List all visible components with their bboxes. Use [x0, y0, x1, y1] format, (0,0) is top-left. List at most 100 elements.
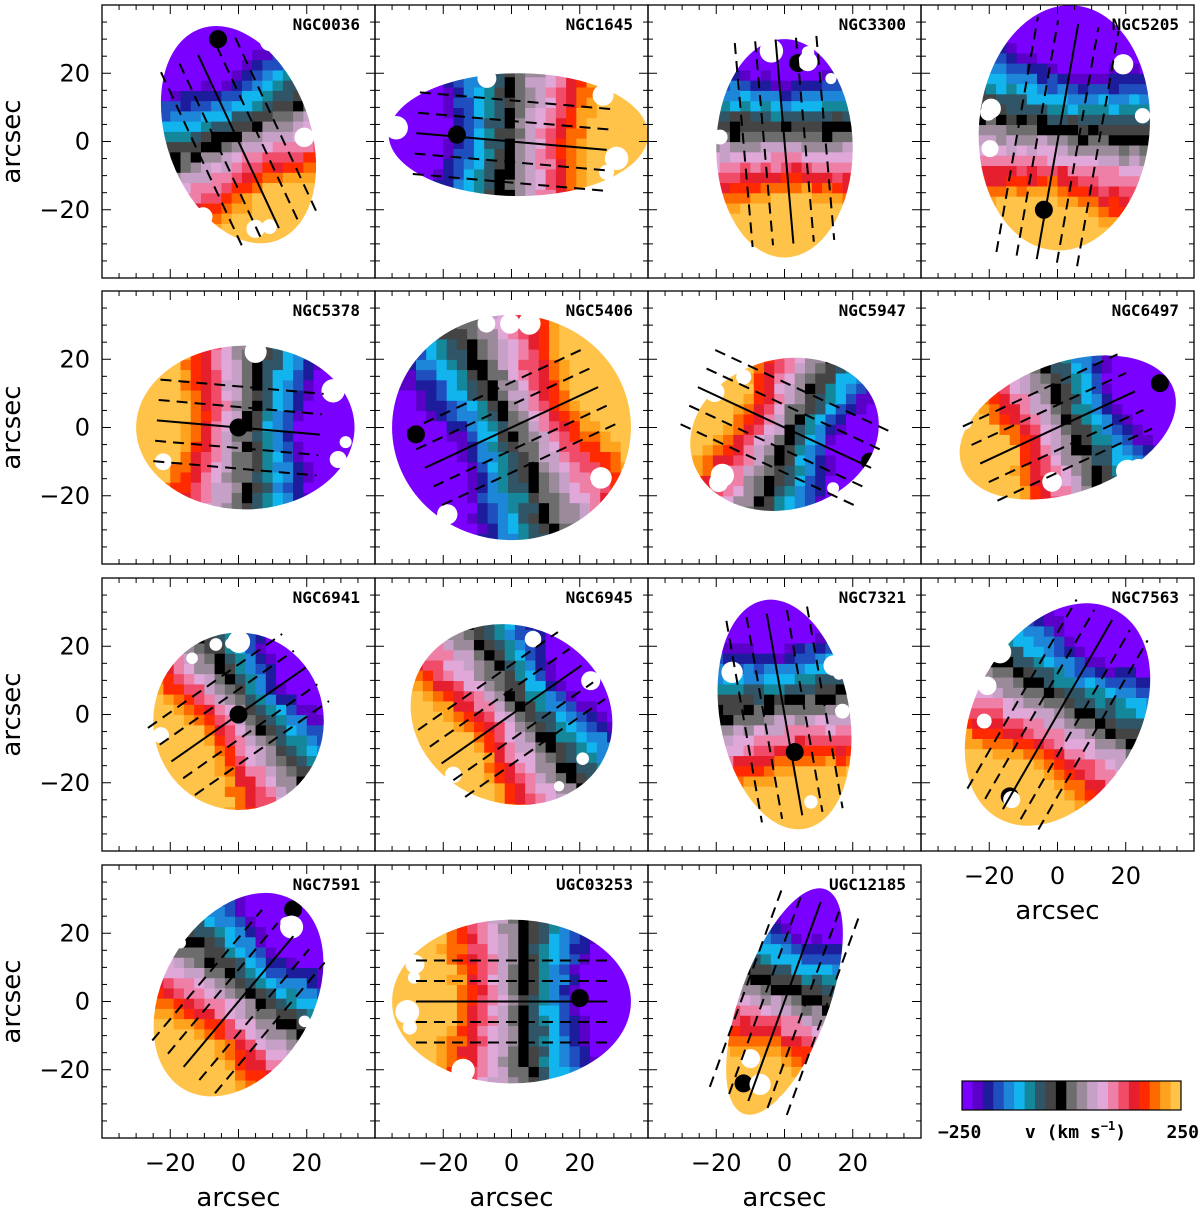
y-tick-label: −20	[39, 1056, 90, 1084]
slit-line	[754, 41, 775, 246]
slit-line	[160, 378, 324, 395]
position-angle-line	[1035, 23, 1080, 260]
colorbar-segment	[993, 1081, 1005, 1110]
x-tick-label: −20	[145, 1149, 196, 1177]
slit-line	[429, 647, 571, 748]
x-axis-label: arcsec	[742, 1183, 826, 1213]
slit-line	[433, 404, 608, 488]
y-tick-label: 20	[59, 632, 90, 660]
x-tick-label: 0	[777, 1149, 792, 1177]
position-angle-line	[1002, 619, 1113, 810]
column4-x-axis: −20 0 20 arcsec	[964, 862, 1141, 926]
velocity-field	[934, 5, 1194, 259]
y-axis-label: arcsec	[0, 959, 27, 1043]
velocity-field	[381, 5, 648, 272]
slit-line	[414, 152, 605, 172]
position-angle-line	[156, 419, 321, 436]
slit-line	[158, 398, 322, 416]
galaxy-panel-ngc5378: NGC5378 20 0 −20 arcsec	[0, 290, 376, 565]
slit-line	[794, 37, 815, 242]
galaxy-panel-ngc5406: NGC5406	[374, 290, 649, 565]
slit-line	[1055, 27, 1100, 263]
galaxy-panel-ngc7563: NGC7563	[920, 577, 1195, 852]
slit-line	[182, 683, 318, 780]
slit-line	[988, 409, 1144, 484]
y-tick-label: −20	[39, 769, 90, 797]
slit-line	[418, 111, 609, 131]
colorbar-segment	[1139, 1081, 1151, 1110]
slit-line	[153, 460, 317, 477]
slit-line	[417, 631, 559, 731]
y-tick-label: 20	[59, 919, 90, 947]
galaxy-panel-ngc6941: NGC6941 20 0 −20 arcsec	[0, 577, 376, 852]
slit-line	[1015, 20, 1060, 256]
galaxy-panel-ngc3300: NGC3300	[647, 4, 922, 279]
x-tick-label: −20	[418, 1149, 469, 1177]
colorbar-segment	[1128, 1081, 1140, 1110]
galaxy-panel-ngc7321: NGC7321	[647, 577, 922, 852]
galaxy-name-label: NGC1645	[566, 15, 633, 34]
y-tick-label: 0	[75, 414, 90, 442]
y-tick-label: 20	[59, 59, 90, 87]
slit-line	[806, 606, 844, 809]
colorbar-segment	[1066, 1081, 1078, 1110]
position-angle-line	[441, 664, 582, 765]
x-tick-label: 0	[1050, 862, 1065, 890]
x-axis-label: arcsec	[1015, 896, 1099, 926]
position-angle-line	[424, 386, 599, 469]
galaxy-panel-ugc12185: UGC12185 −20 0 20 arcsec	[647, 864, 922, 1213]
colorbar-segment	[1055, 1081, 1067, 1110]
velocity-field	[658, 871, 915, 1129]
slit-line	[159, 649, 295, 746]
galaxy-name-label: NGC3300	[839, 15, 906, 34]
slit-line	[971, 371, 1127, 446]
position-angle-line	[747, 901, 822, 1102]
colorbar-segment	[1087, 1081, 1099, 1110]
slit-line	[1037, 639, 1149, 831]
colorbar-segment	[1003, 1081, 1015, 1110]
galaxy-name-label: NGC5378	[293, 301, 360, 320]
galaxy-name-label: NGC5205	[1112, 15, 1179, 34]
galaxy-name-label: NGC5947	[839, 301, 906, 320]
slit-line	[407, 349, 582, 432]
position-angle-line	[697, 386, 872, 469]
slit-line	[1019, 629, 1131, 820]
galaxy-name-label: NGC6945	[566, 588, 633, 607]
x-tick-label: 20	[837, 1149, 868, 1177]
colorbar-segment	[1170, 1081, 1182, 1110]
colorbar-segment	[1045, 1081, 1057, 1110]
colorbar-segment	[1097, 1081, 1109, 1110]
slit-line	[725, 620, 763, 823]
galaxy-panel-ngc6945: NGC6945	[374, 577, 649, 852]
y-tick-label: −20	[39, 196, 90, 224]
slit-line	[745, 617, 784, 820]
velocity-field	[385, 297, 642, 555]
y-tick-label: −20	[39, 482, 90, 510]
slit-line	[966, 598, 1078, 790]
galaxy-name-label: NGC5406	[566, 301, 633, 320]
slit-line	[688, 404, 863, 488]
velocity-field	[668, 28, 905, 265]
slit-line	[464, 698, 606, 798]
colorbar: −250 250 v (km s−1)	[938, 1080, 1199, 1143]
velocity-field	[948, 301, 1194, 548]
velocity-field	[931, 584, 1188, 842]
galaxy-panel-ngc0036: NGC0036 20 0 −20 arcsec	[0, 4, 376, 279]
y-tick-label: 0	[75, 701, 90, 729]
slit-line	[215, 45, 299, 220]
velocity-field	[385, 871, 642, 1129]
slit-line	[1076, 30, 1120, 267]
x-tick-label: 0	[504, 1149, 519, 1177]
x-axis-label: arcsec	[196, 1183, 280, 1213]
slit-line	[785, 609, 824, 812]
colorbar-segment	[1076, 1081, 1088, 1110]
galaxy-name-label: NGC6941	[293, 588, 360, 607]
velocity-field	[402, 598, 629, 825]
velocity-field	[119, 8, 366, 255]
colorbar-segment	[972, 1081, 984, 1110]
x-tick-label: 0	[231, 1149, 246, 1177]
colorbar-segment	[1014, 1081, 1026, 1110]
y-axis-label: arcsec	[0, 385, 27, 469]
